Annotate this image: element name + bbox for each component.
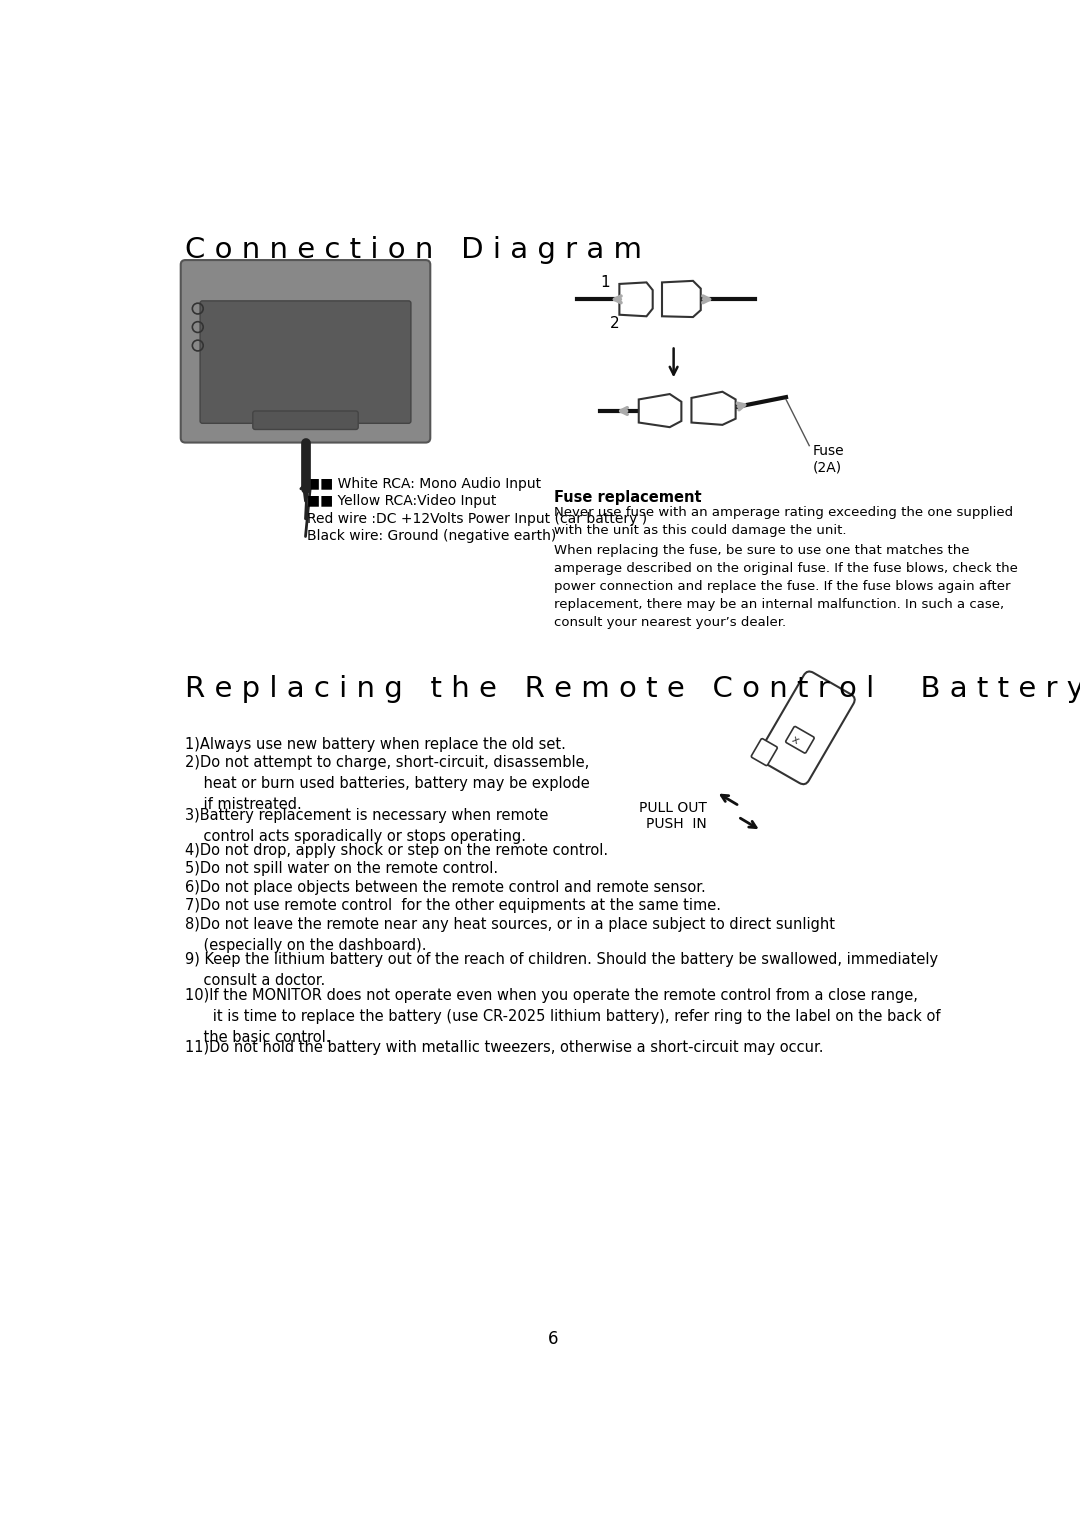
Text: Black wire: Ground (negative earth): Black wire: Ground (negative earth) xyxy=(307,530,556,544)
Text: x: x xyxy=(789,734,800,746)
FancyBboxPatch shape xyxy=(253,411,359,429)
Text: Red wire :DC +12Volts Power Input (car battery ): Red wire :DC +12Volts Power Input (car b… xyxy=(307,512,647,525)
Text: 3)Battery replacement is necessary when remote
    control acts sporadically or : 3)Battery replacement is necessary when … xyxy=(186,807,549,844)
Text: ■■ White RCA: Mono Audio Input: ■■ White RCA: Mono Audio Input xyxy=(307,476,541,492)
FancyBboxPatch shape xyxy=(180,260,430,443)
Text: ■■ Yellow RCA:Video Input: ■■ Yellow RCA:Video Input xyxy=(307,495,497,509)
Text: When replacing the fuse, be sure to use one that matches the
amperage described : When replacing the fuse, be sure to use … xyxy=(554,544,1017,630)
Polygon shape xyxy=(691,392,735,424)
Text: 1: 1 xyxy=(600,274,609,290)
Text: 10)If the MONITOR does not operate even when you operate the remote control from: 10)If the MONITOR does not operate even … xyxy=(186,988,941,1045)
Text: Fuse
(2A): Fuse (2A) xyxy=(813,444,845,475)
Text: PULL OUT: PULL OUT xyxy=(638,801,706,815)
Polygon shape xyxy=(662,280,701,317)
Text: 4)Do not drop, apply shock or step on the remote control.: 4)Do not drop, apply shock or step on th… xyxy=(186,843,608,858)
Text: 7)Do not use remote control  for the other equipments at the same time.: 7)Do not use remote control for the othe… xyxy=(186,898,721,913)
Polygon shape xyxy=(619,282,652,316)
Text: Never use fuse with an amperage rating exceeding the one supplied
with the unit : Never use fuse with an amperage rating e… xyxy=(554,506,1013,536)
Text: 11)Do not hold the battery with metallic tweezers, otherwise a short-circuit may: 11)Do not hold the battery with metallic… xyxy=(186,1040,824,1056)
Text: 2: 2 xyxy=(610,316,620,331)
Text: Fuse replacement: Fuse replacement xyxy=(554,490,701,506)
Text: 5)Do not spill water on the remote control.: 5)Do not spill water on the remote contr… xyxy=(186,861,499,876)
Text: R e p l a c i n g   t h e   R e m o t e   C o n t r o l     B a t t e r y: R e p l a c i n g t h e R e m o t e C o … xyxy=(186,676,1080,703)
Text: 2)Do not attempt to charge, short-circuit, disassemble,
    heat or burn used ba: 2)Do not attempt to charge, short-circui… xyxy=(186,755,590,812)
Text: 8)Do not leave the remote near any heat sources, or in a place subject to direct: 8)Do not leave the remote near any heat … xyxy=(186,916,835,953)
Text: 6)Do not place objects between the remote control and remote sensor.: 6)Do not place objects between the remot… xyxy=(186,879,706,895)
FancyBboxPatch shape xyxy=(752,738,778,766)
Text: 9) Keep the lithium battery out of the reach of children. Should the battery be : 9) Keep the lithium battery out of the r… xyxy=(186,953,939,988)
FancyBboxPatch shape xyxy=(786,726,814,754)
FancyBboxPatch shape xyxy=(200,300,410,423)
Text: PUSH  IN: PUSH IN xyxy=(647,818,707,832)
FancyBboxPatch shape xyxy=(758,671,854,784)
Text: 6: 6 xyxy=(549,1330,558,1348)
Polygon shape xyxy=(638,394,681,427)
Text: 1)Always use new battery when replace the old set.: 1)Always use new battery when replace th… xyxy=(186,737,566,752)
Text: C o n n e c t i o n   D i a g r a m: C o n n e c t i o n D i a g r a m xyxy=(186,236,643,264)
